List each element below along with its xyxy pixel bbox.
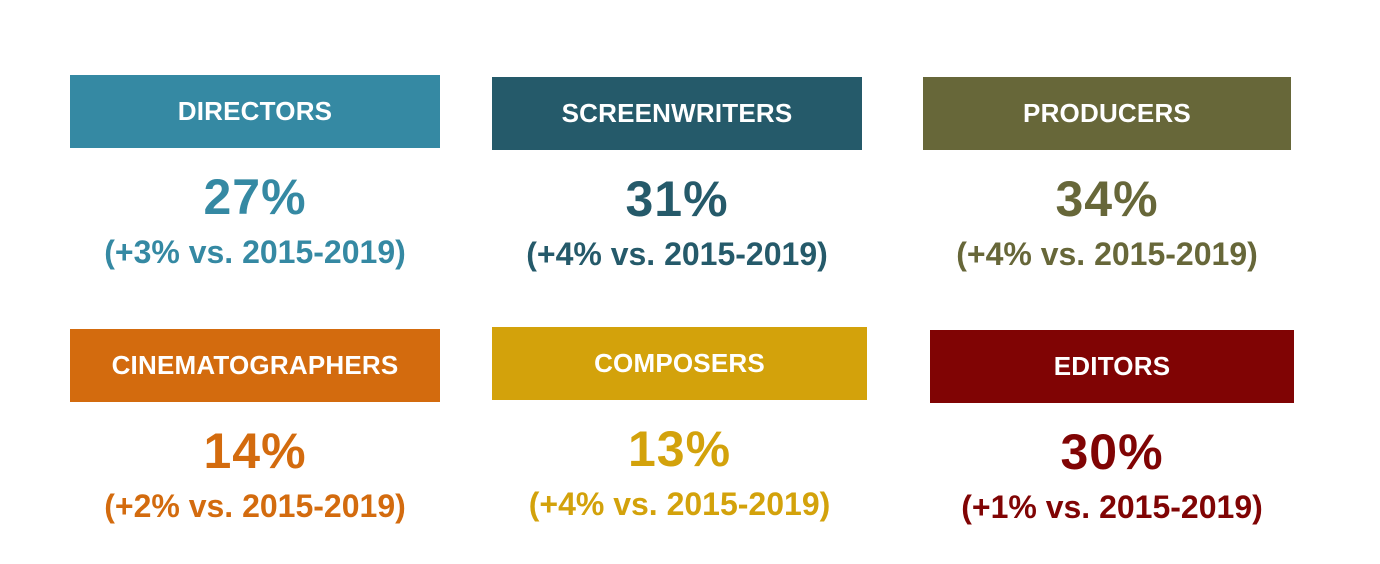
category-label-box: CINEMATOGRAPHERS (70, 329, 440, 402)
card-screenwriters: SCREENWRITERS 31% (+4% vs. 2015-2019) (492, 77, 862, 270)
card-directors: DIRECTORS 27% (+3% vs. 2015-2019) (70, 75, 440, 268)
change-note: (+2% vs. 2015-2019) (104, 488, 406, 524)
category-label: SCREENWRITERS (561, 98, 793, 128)
category-label: COMPOSERS (594, 348, 765, 378)
percent-value: 27% (203, 169, 307, 225)
percent-value: 13% (627, 421, 732, 477)
category-label: DIRECTORS (177, 96, 333, 126)
percent-value: 14% (203, 423, 307, 479)
percent-value: 30% (1060, 424, 1164, 480)
category-label: CINEMATOGRAPHERS (111, 350, 399, 380)
percent-value: 31% (625, 171, 729, 227)
category-label-box: COMPOSERS (492, 327, 867, 400)
change-note: (+4% vs. 2015-2019) (526, 236, 828, 272)
card-producers: PRODUCERS 34% (+4% vs. 2015-2019) (922, 77, 1292, 270)
category-label-box: SCREENWRITERS (492, 77, 862, 150)
category-label: EDITORS (1053, 351, 1171, 381)
category-label: PRODUCERS (1023, 98, 1191, 128)
card-cinematographers: CINEMATOGRAPHERS 14% (+2% vs. 2015-2019) (70, 329, 440, 522)
change-note: (+3% vs. 2015-2019) (104, 234, 406, 270)
category-label-box: PRODUCERS (923, 77, 1291, 150)
category-label-box: DIRECTORS (70, 75, 440, 148)
category-label-box: EDITORS (930, 330, 1294, 403)
change-note: (+4% vs. 2015-2019) (956, 236, 1258, 272)
change-note: (+1% vs. 2015-2019) (961, 489, 1263, 525)
percent-value: 34% (1055, 171, 1159, 227)
change-note: (+4% vs. 2015-2019) (528, 486, 831, 522)
card-composers: COMPOSERS 13% (+4% vs. 2015-2019) (492, 327, 867, 520)
card-editors: EDITORS 30% (+1% vs. 2015-2019) (930, 330, 1294, 523)
